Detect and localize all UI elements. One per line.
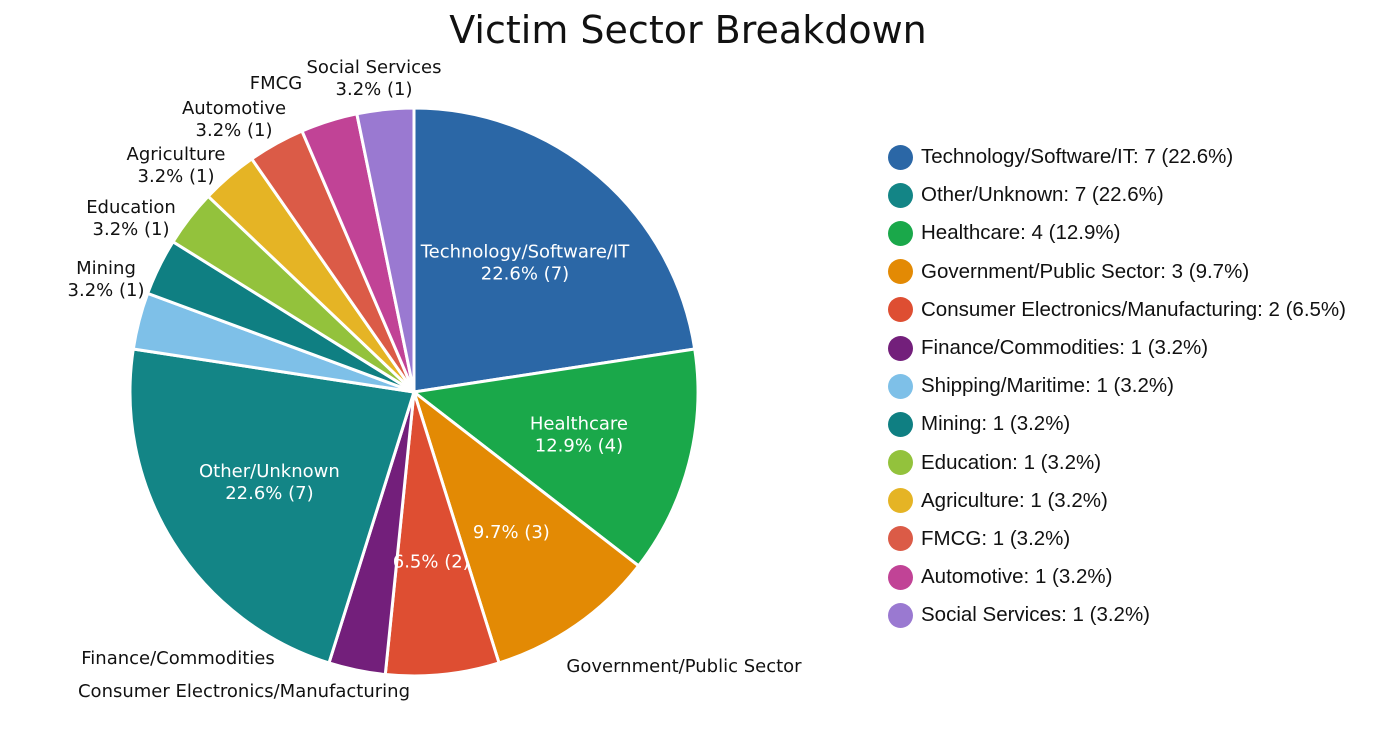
legend-item-education: Education: 1 (3.2%)	[888, 444, 1346, 482]
legend-label-social-services: Social Services: 1 (3.2%)	[921, 603, 1151, 627]
pie-slice-technology-software-it	[412, 106, 697, 394]
pie-slice-social-services	[355, 106, 416, 394]
legend-swatch-finance-commodities	[888, 335, 913, 361]
outside-label-fmcg-name: FMCG	[250, 73, 302, 94]
legend-label-shipping-maritime: Shipping/Maritime: 1 (3.2%)	[921, 374, 1174, 398]
pie-slice-government-public-sector	[412, 390, 641, 665]
legend-item-mining: Mining: 1 (3.2%)	[888, 405, 1346, 443]
legend-label-government-public-sector: Government/Public Sector: 3 (9.7%)	[921, 259, 1250, 283]
slice-label-healthcare-value: 12.9% (4)	[535, 436, 623, 457]
outside-label-finance-commodities-name: Finance/Commodities	[81, 648, 275, 669]
legend-label-finance-commodities: Finance/Commodities: 1 (3.2%)	[921, 336, 1209, 360]
legend-label-automotive: Automotive: 1 (3.2%)	[921, 565, 1113, 589]
legend-item-healthcare: Healthcare: 4 (12.9%)	[888, 214, 1346, 252]
legend-item-consumer-electronics-manufacturing: Consumer Electronics/Manufacturing: 2 (6…	[888, 291, 1346, 329]
outside-label-automotive-value: 3.2% (1)	[196, 120, 273, 141]
pie-slices	[128, 106, 700, 678]
slice-label-technology-software-it-name: Technology/Software/IT	[420, 242, 631, 263]
slice-label-other-unknown-name: Other/Unknown	[199, 461, 340, 482]
legend-item-automotive: Automotive: 1 (3.2%)	[888, 558, 1346, 596]
outside-label-agriculture-value: 3.2% (1)	[138, 166, 215, 187]
legend-swatch-social-services	[888, 602, 913, 628]
legend-item-agriculture: Agriculture: 1 (3.2%)	[888, 482, 1346, 520]
chart-title: Victim Sector Breakdown	[449, 8, 927, 52]
legend-swatch-agriculture	[888, 488, 913, 514]
legend-label-agriculture: Agriculture: 1 (3.2%)	[921, 488, 1108, 512]
slice-label-other-unknown-value: 22.6% (7)	[225, 483, 313, 504]
slice-label-consumer-electronics-manufacturing-value: 6.5% (2)	[393, 552, 470, 573]
outside-label-consumer-electronics-manufacturing-name: Consumer Electronics/Manufacturing	[78, 681, 410, 702]
outside-label-automotive-name: Automotive	[182, 98, 286, 119]
pie-slice-other-unknown	[128, 347, 416, 665]
legend-swatch-fmcg	[888, 526, 913, 552]
outside-label-government-public-sector-name: Government/Public Sector	[566, 656, 802, 677]
outside-label-social-services-name: Social Services	[307, 57, 442, 78]
outside-label-education-value: 3.2% (1)	[93, 219, 170, 240]
legend-swatch-education	[888, 450, 913, 476]
legend-swatch-automotive	[888, 564, 913, 590]
legend-swatch-healthcare	[888, 220, 913, 246]
outside-label-social-services-value: 3.2% (1)	[336, 79, 413, 100]
pie-slice-consumer-electronics-manufacturing	[383, 390, 501, 678]
slice-label-government-public-sector-value: 9.7% (3)	[473, 522, 550, 543]
legend-swatch-other-unknown	[888, 182, 913, 208]
legend-label-consumer-electronics-manufacturing: Consumer Electronics/Manufacturing: 2 (6…	[921, 297, 1346, 321]
outside-label-mining-value: 3.2% (1)	[68, 280, 145, 301]
outside-label-agriculture-name: Agriculture	[127, 144, 226, 165]
legend-swatch-mining	[888, 411, 913, 437]
legend-item-other-unknown: Other/Unknown: 7 (22.6%)	[888, 176, 1346, 214]
legend-label-education: Education: 1 (3.2%)	[921, 450, 1102, 474]
legend-label-other-unknown: Other/Unknown: 7 (22.6%)	[921, 183, 1164, 207]
legend-swatch-shipping-maritime	[888, 373, 913, 399]
legend-item-fmcg: FMCG: 1 (3.2%)	[888, 520, 1346, 558]
slice-label-technology-software-it-value: 22.6% (7)	[481, 264, 569, 285]
legend-label-fmcg: FMCG: 1 (3.2%)	[921, 526, 1071, 550]
pie-slice-healthcare	[412, 347, 700, 568]
legend-item-government-public-sector: Government/Public Sector: 3 (9.7%)	[888, 253, 1346, 291]
legend-item-finance-commodities: Finance/Commodities: 1 (3.2%)	[888, 329, 1346, 367]
outside-label-mining-name: Mining	[76, 258, 136, 279]
legend-label-mining: Mining: 1 (3.2%)	[921, 412, 1071, 436]
legend-label-technology-software-it: Technology/Software/IT: 7 (22.6%)	[921, 145, 1234, 169]
legend-item-shipping-maritime: Shipping/Maritime: 1 (3.2%)	[888, 367, 1346, 405]
legend-swatch-government-public-sector	[888, 259, 913, 285]
legend-item-technology-software-it: Technology/Software/IT: 7 (22.6%)	[888, 138, 1346, 176]
legend-label-healthcare: Healthcare: 4 (12.9%)	[921, 221, 1121, 245]
legend: Technology/Software/IT: 7 (22.6%) Other/U…	[888, 138, 1346, 634]
legend-item-social-services: Social Services: 1 (3.2%)	[888, 596, 1346, 634]
legend-swatch-technology-software-it	[888, 144, 913, 170]
legend-swatch-consumer-electronics-manufacturing	[888, 297, 913, 323]
slice-label-healthcare-name: Healthcare	[530, 414, 628, 435]
outside-label-education-name: Education	[86, 197, 176, 218]
